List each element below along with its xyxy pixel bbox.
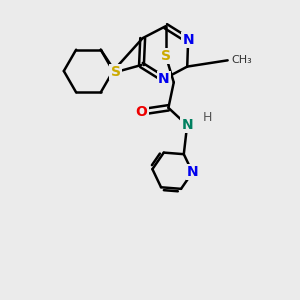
Text: CH₃: CH₃ <box>232 55 252 65</box>
Text: O: O <box>136 105 148 119</box>
Text: N: N <box>182 33 194 47</box>
Text: S: S <box>161 49 171 63</box>
Text: N: N <box>187 165 198 179</box>
Text: N: N <box>181 118 193 132</box>
Text: N: N <box>158 72 170 86</box>
Text: H: H <box>202 111 212 124</box>
Text: S: S <box>111 65 121 79</box>
